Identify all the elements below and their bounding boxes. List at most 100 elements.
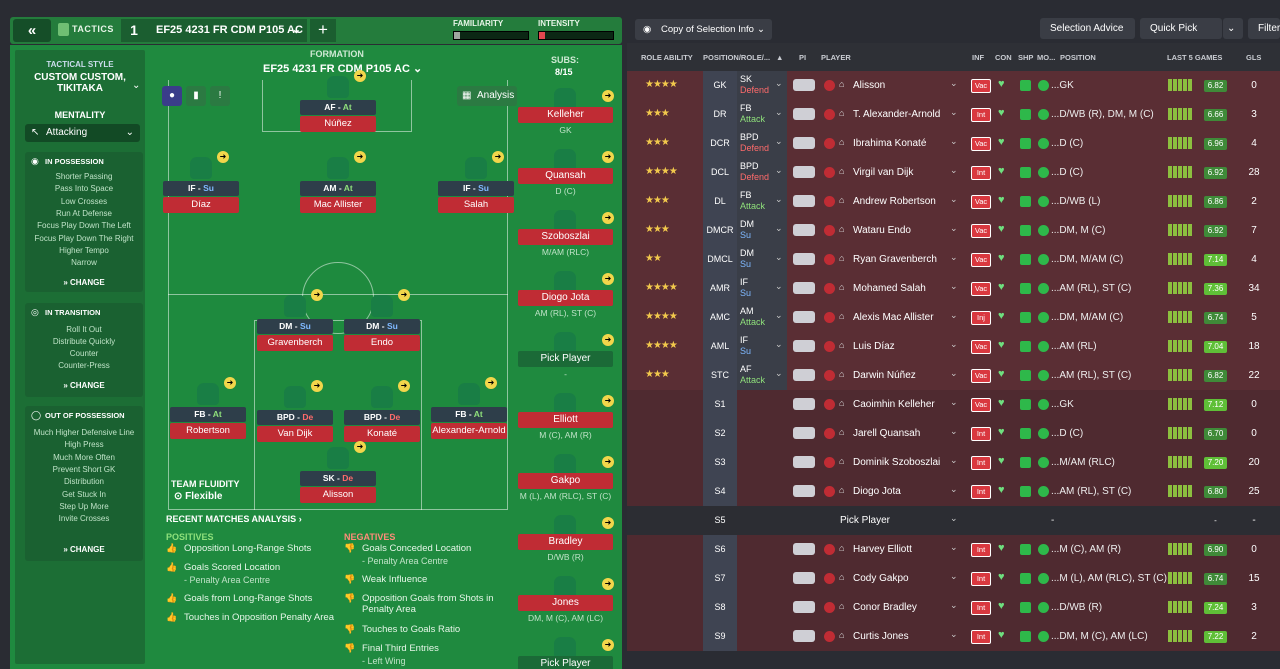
role-duty-cell[interactable]: IF Su bbox=[737, 332, 787, 361]
position-slot[interactable]: S1 bbox=[703, 390, 737, 419]
table-row[interactable]: ★★★ DCR BPD Defend ⌄ ⌂ Ibrahima Konaté ⌄ Vac ♥...… bbox=[627, 129, 1280, 158]
chevron-down-icon[interactable]: ⌄ bbox=[950, 78, 958, 88]
position-slot[interactable]: STC bbox=[703, 361, 737, 390]
in-possession-change-button[interactable]: » CHANGE bbox=[63, 278, 105, 287]
chevron-down-icon[interactable]: ⌄ bbox=[950, 426, 958, 436]
add-tactic-button[interactable]: + bbox=[310, 19, 336, 42]
position-slot[interactable]: DMCR bbox=[703, 216, 737, 245]
chevron-down-icon[interactable]: ⌄ bbox=[950, 542, 958, 552]
player-role[interactable]: IF - Su bbox=[163, 181, 239, 196]
player-name[interactable]: Conor Bradley bbox=[853, 602, 917, 613]
chevron-down-icon[interactable]: ⌄ bbox=[950, 310, 958, 320]
pi-icon[interactable] bbox=[793, 195, 815, 207]
pi-icon[interactable] bbox=[793, 166, 815, 178]
player-instruction-icon[interactable]: ➜ bbox=[398, 289, 410, 301]
formation-dropdown[interactable]: EF25 4231 FR CDM P105 AC ⌄ bbox=[263, 62, 422, 75]
role-duty-cell[interactable]: FB Attack bbox=[737, 100, 787, 129]
player-name[interactable]: Caoimhin Kelleher bbox=[853, 399, 935, 410]
player-name-pill[interactable]: Núñez bbox=[300, 116, 376, 132]
chevron-down-icon[interactable]: ⌄ bbox=[950, 397, 958, 407]
sub-name[interactable]: Quansah bbox=[518, 168, 613, 184]
sub-name[interactable]: Kelleher bbox=[518, 107, 613, 123]
chevron-down-icon[interactable]: ⌄ bbox=[775, 368, 783, 378]
player-name-pill[interactable]: Salah bbox=[438, 197, 514, 213]
sub-instruction-icon[interactable]: ➜ bbox=[602, 578, 614, 590]
chevron-down-icon[interactable]: ⌄ bbox=[950, 252, 958, 262]
tactic-name-dropdown[interactable]: EF25 4231 FR CDM P105 AC ⌄ bbox=[147, 19, 307, 42]
chevron-down-icon[interactable]: ⌄ bbox=[775, 194, 783, 204]
player-view-icon[interactable]: ● bbox=[162, 86, 182, 106]
position-slot[interactable]: S6 bbox=[703, 535, 737, 564]
table-row[interactable]: ★★★★ AMC AM Attack ⌄ ⌂ Alexis Mac Allister ⌄ Inj… bbox=[627, 303, 1280, 332]
header-gls[interactable]: GLS bbox=[1246, 53, 1262, 62]
pi-icon[interactable] bbox=[793, 398, 815, 410]
pi-icon[interactable] bbox=[793, 543, 815, 555]
role-duty-cell[interactable]: DM Su bbox=[737, 245, 787, 274]
player-name[interactable]: Andrew Robertson bbox=[853, 196, 936, 207]
in-transition-change-button[interactable]: » CHANGE bbox=[63, 381, 105, 390]
chevron-down-icon[interactable]: ⌄ bbox=[950, 194, 958, 204]
player-instruction-icon[interactable]: ➜ bbox=[354, 151, 366, 163]
sub-name[interactable]: Gakpo bbox=[518, 473, 613, 489]
sub-name[interactable]: Bradley bbox=[518, 534, 613, 550]
player-name-pill[interactable]: Gravenberch bbox=[257, 335, 333, 351]
position-slot[interactable]: S7 bbox=[703, 564, 737, 593]
player-name[interactable]: Harvey Elliott bbox=[853, 544, 912, 555]
sub-name[interactable]: Pick Player bbox=[518, 656, 613, 669]
role-duty-cell[interactable]: BPD Defend bbox=[737, 129, 787, 158]
position-slot[interactable]: S4 bbox=[703, 477, 737, 506]
sub-instruction-icon[interactable]: ➜ bbox=[602, 456, 614, 468]
player-name[interactable]: Cody Gakpo bbox=[853, 573, 909, 584]
pi-icon[interactable] bbox=[793, 224, 815, 236]
chevron-down-icon[interactable]: ⌄ bbox=[775, 281, 783, 291]
table-row[interactable]: ★★★★ GK SK Defend ⌄ ⌂ Alisson ⌄ Vac ♥ ...GK 6.82 0 bbox=[627, 71, 1280, 100]
chevron-down-icon[interactable]: ⌄ bbox=[950, 484, 958, 494]
sub-instruction-icon[interactable]: ➜ bbox=[602, 151, 614, 163]
player-instruction-icon[interactable]: ➜ bbox=[311, 380, 323, 392]
player-name-pill[interactable]: Endo bbox=[344, 335, 420, 351]
pi-icon[interactable] bbox=[793, 137, 815, 149]
player-name-pill[interactable]: Van Dijk bbox=[257, 426, 333, 442]
player-name-pill[interactable]: Alisson bbox=[300, 487, 376, 503]
header-shp[interactable]: SHP bbox=[1018, 53, 1034, 62]
pi-icon[interactable] bbox=[793, 282, 815, 294]
player-name[interactable]: Diogo Jota bbox=[853, 486, 901, 497]
sub-name[interactable]: Elliott bbox=[518, 412, 613, 428]
table-row[interactable]: S7 ⌂ Cody Gakpo ⌄ Int ♥ ...M (L), AM (RLC), ST… bbox=[627, 564, 1280, 593]
player-name[interactable]: Ibrahima Konaté bbox=[853, 138, 927, 149]
player-name-pill[interactable]: Díaz bbox=[163, 197, 239, 213]
role-duty-cell[interactable]: AF Attack bbox=[737, 361, 787, 390]
sub-instruction-icon[interactable]: ➜ bbox=[602, 273, 614, 285]
quick-pick-button[interactable]: Quick Pick bbox=[1140, 18, 1222, 39]
player-name[interactable]: Luis Díaz bbox=[853, 341, 895, 352]
player-name[interactable]: Jarell Quansah bbox=[853, 428, 921, 439]
role-duty-cell[interactable]: DM Su bbox=[737, 216, 787, 245]
table-row[interactable]: S4 ⌂ Diogo Jota ⌄ Int ♥ ...AM (RL), ST (C) 6.80… bbox=[627, 477, 1280, 506]
table-row[interactable]: ★★★ DMCR DM Su ⌄ ⌂ Wataru Endo ⌄ Vac ♥ ...DM, M (C… bbox=[627, 216, 1280, 245]
pi-icon[interactable] bbox=[793, 427, 815, 439]
sub-name[interactable]: Szoboszlai bbox=[518, 229, 613, 245]
role-duty-cell[interactable]: SK Defend bbox=[737, 71, 787, 100]
header-position-role[interactable]: POSITION/ROLE/... bbox=[703, 53, 771, 62]
player-instruction-icon[interactable]: ➜ bbox=[492, 151, 504, 163]
chevron-down-icon[interactable]: ⌄ bbox=[950, 455, 958, 465]
table-row[interactable]: ★★★ DR FB Attack ⌄ ⌂ T. Alexander-Arnold ⌄ Int ♥.… bbox=[627, 100, 1280, 129]
table-row[interactable]: ★★★ STC AF Attack ⌄ ⌂ Darwin Núñez ⌄ Vac ♥ ...AM (… bbox=[627, 361, 1280, 390]
table-row[interactable]: S2 ⌂ Jarell Quansah ⌄ Int ♥ ...D (C) 6.70 0 bbox=[627, 419, 1280, 448]
position-slot[interactable]: S5 bbox=[703, 506, 737, 535]
player-name[interactable]: T. Alexander-Arnold bbox=[853, 109, 941, 120]
header-mo[interactable]: MO... bbox=[1037, 53, 1056, 62]
out-of-possession-change-button[interactable]: » CHANGE bbox=[63, 545, 105, 554]
player-instruction-icon[interactable]: ➜ bbox=[398, 380, 410, 392]
recent-matches-analysis-link[interactable]: RECENT MATCHES ANALYSIS › bbox=[166, 514, 302, 524]
header-con[interactable]: CON bbox=[995, 53, 1012, 62]
position-slot[interactable]: GK bbox=[703, 71, 737, 100]
chevron-down-icon[interactable]: ⌄ bbox=[950, 368, 958, 378]
sub-instruction-icon[interactable]: ➜ bbox=[602, 90, 614, 102]
position-slot[interactable]: S9 bbox=[703, 622, 737, 651]
chevron-down-icon[interactable]: ⌄ bbox=[775, 310, 783, 320]
position-slot[interactable]: DCL bbox=[703, 158, 737, 187]
player-name-pill[interactable]: Konaté bbox=[344, 426, 420, 442]
header-last5[interactable]: LAST 5 GAMES bbox=[1167, 53, 1223, 62]
pi-icon[interactable] bbox=[793, 601, 815, 613]
